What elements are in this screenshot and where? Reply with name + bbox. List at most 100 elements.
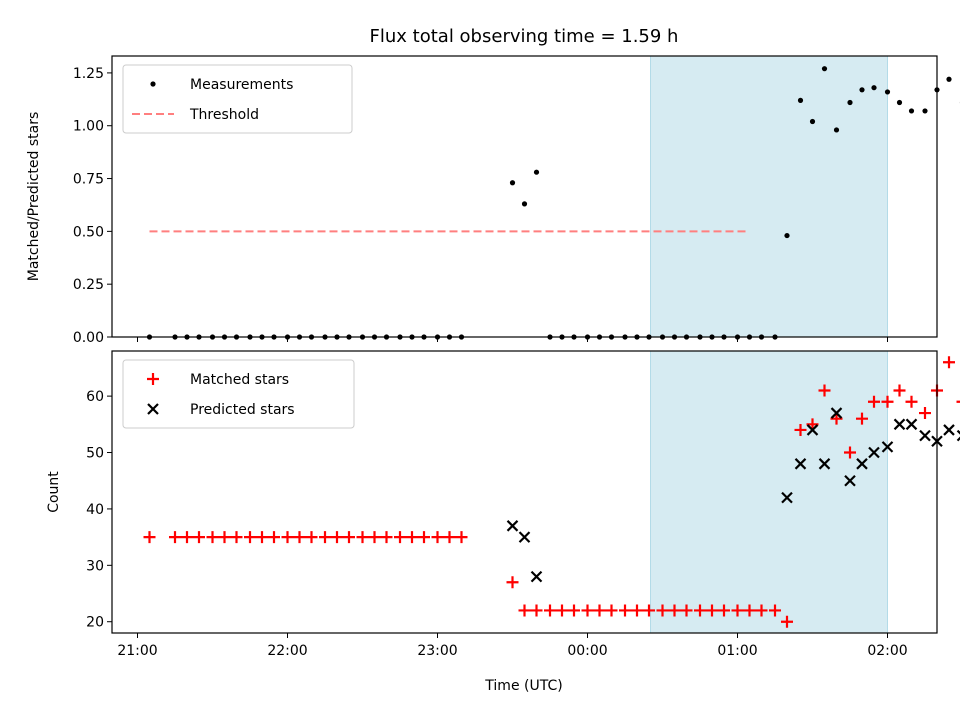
matched-star-point: [643, 604, 655, 617]
matched-star-point: [806, 418, 819, 431]
legend-label: Predicted stars: [190, 402, 295, 418]
x-tick-label: 00:00: [567, 643, 607, 659]
x-axis-label: Time (UTC): [484, 678, 562, 694]
matched-star-point: [844, 446, 856, 459]
predicted-star-point: [506, 520, 519, 532]
legend-label: Threshold: [189, 107, 259, 123]
predicted-star-point: [905, 418, 918, 431]
y-axis-label: Count: [46, 471, 62, 513]
matched-star-point: [794, 423, 807, 436]
matched-star-point: [206, 531, 219, 544]
matched-star-point: [518, 604, 531, 617]
legend-box: [122, 64, 353, 134]
measurement-point: [533, 169, 540, 175]
predicted-star-point: [794, 458, 807, 470]
matched-star-point: [356, 531, 369, 544]
predicted-star-point: [919, 429, 931, 442]
matched-star-point: [544, 604, 556, 617]
measurement-point: [784, 232, 790, 239]
predicted-star-point: [530, 570, 543, 583]
measurement-point: [859, 87, 865, 93]
matched-star-point: [143, 531, 156, 544]
predicted-star-point: [844, 474, 856, 487]
matched-star-point: [631, 604, 643, 617]
matched-star-point: [230, 531, 243, 544]
matched-star-point: [868, 395, 880, 408]
measurement-point: [871, 85, 877, 91]
top-panel-ratio: 0.00 0.25 0.50 0.75 1.00 1.25 Matched/Predicte…: [26, 55, 960, 346]
matched-star-point: [293, 531, 306, 544]
matched-star-point: [268, 531, 280, 544]
matched-star-point: [605, 604, 618, 617]
y-axis-label: Matched/Predicted stars: [26, 112, 42, 282]
measurement-point: [922, 108, 928, 114]
y-tick-label: 0.75: [73, 172, 104, 188]
matched-star-point: [668, 604, 681, 617]
predicted-star-point: [856, 458, 868, 470]
matched-star-point: [431, 531, 444, 544]
matched-star-point: [769, 604, 781, 617]
legend-marker-measurements: [150, 81, 156, 87]
predicted-star-point: [518, 531, 531, 543]
matched-star-point: [718, 604, 730, 617]
measurement-point: [821, 66, 828, 72]
matched-star-point: [781, 615, 793, 628]
predicted-star-point: [868, 446, 880, 459]
matched-star-point: [581, 604, 594, 617]
measurement-point: [908, 108, 915, 114]
matched-star-point: [331, 531, 343, 544]
matched-star-point: [193, 531, 205, 544]
matched-star-point: [619, 604, 631, 617]
x-tick-label: 23:00: [417, 643, 457, 659]
y-tick-label: 50: [86, 446, 104, 462]
matched-star-point: [368, 531, 381, 544]
predicted-star-point: [818, 458, 831, 470]
matched-star-point: [881, 395, 894, 408]
axes-frame: [111, 350, 938, 634]
matched-star-point: [281, 531, 294, 544]
y-tick-label: 1.25: [73, 66, 104, 82]
measurement-point: [809, 118, 816, 125]
predicted-star-point: [956, 429, 960, 442]
matched-star-point: [656, 604, 669, 617]
matched-star-point: [694, 604, 706, 617]
predicted-star-point: [943, 424, 955, 436]
matched-star-point: [319, 531, 331, 544]
matched-star-point: [830, 412, 843, 425]
matched-star-point: [556, 604, 568, 617]
matched-star-point: [943, 356, 955, 369]
observing-window-shade: [650, 55, 888, 338]
matched-star-point: [905, 395, 918, 408]
legend-box: [122, 359, 355, 429]
x-tick-label: 01:00: [717, 643, 757, 659]
matched-star-point: [530, 604, 543, 617]
matched-star-point: [380, 531, 393, 544]
matched-star-point: [394, 531, 406, 544]
matched-star-point: [244, 531, 256, 544]
measurement-point: [797, 97, 804, 103]
legend-marker-matched: [147, 373, 159, 385]
legend-label: Matched stars: [190, 372, 289, 388]
matched-star-point: [181, 531, 193, 544]
matched-star-point: [256, 531, 268, 544]
measurement-point: [946, 76, 952, 82]
y-tick-label: 0.00: [73, 330, 104, 346]
x-tick-label: 21:00: [117, 643, 157, 659]
observing-window-shade: [650, 350, 888, 634]
matched-star-point: [706, 604, 718, 617]
y-tick-label: 40: [86, 502, 104, 518]
matched-star-point: [593, 604, 606, 617]
matched-star-point: [743, 604, 756, 617]
y-tick-label: 0.25: [73, 277, 104, 293]
y-tick-label: 0.50: [73, 224, 104, 240]
matched-star-point: [731, 604, 744, 617]
matched-star-point: [818, 384, 831, 397]
matched-star-point: [455, 531, 468, 544]
predicted-star-point: [781, 491, 793, 504]
measurement-point: [896, 99, 903, 106]
predicted-star-point: [806, 424, 819, 436]
matched-star-point: [343, 531, 355, 544]
matched-star-point: [956, 400, 960, 403]
predicted-star-point: [881, 441, 894, 453]
